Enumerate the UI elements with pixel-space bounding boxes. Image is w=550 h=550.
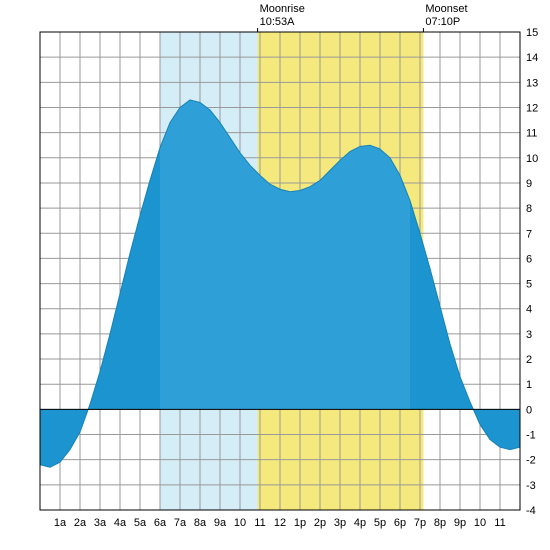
y-tick-label: 2 xyxy=(526,354,532,366)
tide-chart: -4-3-2-101234567891011121314151a2a3a4a5a… xyxy=(0,0,550,550)
y-tick-label: 0 xyxy=(526,404,532,416)
x-tick-label: 8p xyxy=(434,517,446,529)
y-tick-label: 15 xyxy=(526,27,538,39)
y-tick-label: 7 xyxy=(526,228,532,240)
x-tick-label: 9a xyxy=(214,517,227,529)
x-tick-label: 5a xyxy=(134,517,147,529)
y-tick-label: 12 xyxy=(526,102,538,114)
x-tick-label: 3p xyxy=(334,517,346,529)
x-tick-label: 2a xyxy=(74,517,87,529)
y-tick-label: 13 xyxy=(526,77,538,89)
x-tick-label: 10 xyxy=(474,517,486,529)
x-tick-label: 11 xyxy=(494,517,505,529)
moonrise-label: Moonrise xyxy=(260,3,305,15)
y-tick-label: 5 xyxy=(526,279,532,291)
y-tick-label: 8 xyxy=(526,203,532,215)
y-tick-label: 4 xyxy=(526,304,532,316)
x-tick-label: 4a xyxy=(114,517,127,529)
x-tick-label: 7p xyxy=(414,517,426,529)
y-tick-label: 1 xyxy=(526,379,532,391)
x-tick-label: 12 xyxy=(274,517,286,529)
moonset-label: Moonset xyxy=(425,3,467,15)
x-tick-label: 1a xyxy=(54,517,67,529)
y-tick-label: -4 xyxy=(526,505,536,517)
y-tick-label: 9 xyxy=(526,178,532,190)
y-tick-label: 10 xyxy=(526,153,538,165)
x-tick-label: 10 xyxy=(234,517,246,529)
y-tick-label: 14 xyxy=(526,52,538,64)
y-tick-label: -2 xyxy=(526,455,536,467)
x-tick-label: 8a xyxy=(194,517,207,529)
y-tick-label: -1 xyxy=(526,430,536,442)
x-tick-label: 9p xyxy=(454,517,466,529)
x-tick-label: 1p xyxy=(294,517,306,529)
moonrise-time: 10:53A xyxy=(260,16,296,28)
y-tick-label: 6 xyxy=(526,253,532,265)
chart-svg: -4-3-2-101234567891011121314151a2a3a4a5a… xyxy=(0,0,550,550)
x-tick-label: 2p xyxy=(314,517,326,529)
moonset-time: 07:10P xyxy=(425,16,460,28)
y-tick-label: -3 xyxy=(526,480,536,492)
x-tick-label: 7a xyxy=(174,517,187,529)
y-tick-label: 3 xyxy=(526,329,532,341)
x-tick-label: 11 xyxy=(254,517,265,529)
x-tick-label: 4p xyxy=(354,517,366,529)
x-tick-label: 5p xyxy=(374,517,386,529)
x-tick-label: 6a xyxy=(154,517,167,529)
x-tick-label: 6p xyxy=(394,517,406,529)
y-tick-label: 11 xyxy=(526,128,537,140)
x-tick-label: 3a xyxy=(94,517,107,529)
